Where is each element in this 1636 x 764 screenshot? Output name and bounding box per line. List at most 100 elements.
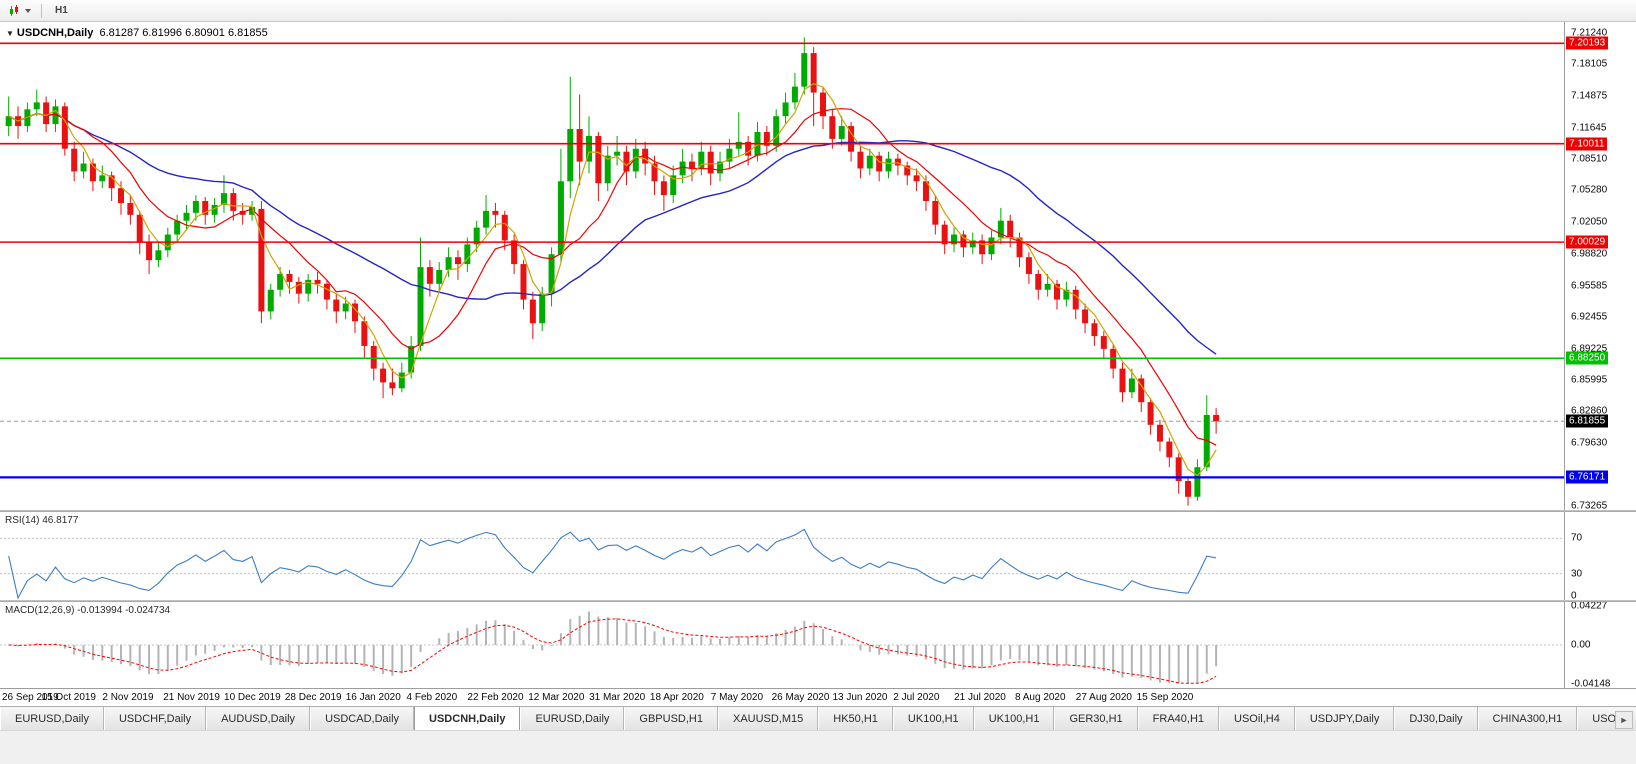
price-level-label: 7.10011 bbox=[1566, 137, 1608, 151]
rsi-indicator-panel[interactable] bbox=[0, 512, 1564, 600]
current-price-label: 6.81855 bbox=[1566, 414, 1609, 428]
ohlc-low: 6.80901 bbox=[185, 27, 225, 39]
time-axis-label: 15 Oct 2019 bbox=[41, 692, 96, 703]
main-chart-panel[interactable] bbox=[0, 22, 1564, 510]
time-axis-label: 27 Aug 2020 bbox=[1075, 692, 1132, 703]
time-axis-label: 7 May 2020 bbox=[710, 692, 764, 703]
chart-tab-usdcnh-daily[interactable]: USDCNH,Daily bbox=[414, 707, 521, 730]
price-tick: 6.89225 bbox=[1571, 343, 1608, 355]
price-tick: 6.73265 bbox=[1571, 500, 1608, 512]
chart-tab-xauusd-m15[interactable]: XAUUSD,M15 bbox=[717, 707, 819, 730]
chart-tab-usdjpy-daily[interactable]: USDJPY,Daily bbox=[1294, 707, 1395, 730]
timeframe-toolbar: M1M5M15M30H1H4D1W1MN bbox=[0, 0, 1636, 88]
time-axis-label: 31 Mar 2020 bbox=[589, 692, 646, 703]
tab-scroll-right-icon[interactable]: ► bbox=[1615, 711, 1633, 729]
price-tick: 7.02050 bbox=[1571, 216, 1608, 228]
price-tick: 7.05280 bbox=[1571, 184, 1608, 196]
price-tick: 6.92455 bbox=[1571, 311, 1608, 323]
time-axis-label: 18 Apr 2020 bbox=[649, 692, 704, 703]
rsi-scale-label: 0 bbox=[1571, 590, 1577, 602]
time-axis-label: 13 Jun 2020 bbox=[832, 692, 888, 703]
ohlc-high: 6.81996 bbox=[142, 27, 183, 39]
chart-tab-uk100-h1[interactable]: UK100,H1 bbox=[892, 707, 974, 730]
chart-tab-eurusd-daily[interactable]: EURUSD,Daily bbox=[520, 707, 625, 730]
time-axis-label: 21 Jul 2020 bbox=[954, 692, 1006, 703]
time-axis-label: 26 Sep 2019 bbox=[2, 692, 59, 703]
chart-tab-usdchf-daily[interactable]: USDCHF,Daily bbox=[103, 707, 207, 730]
chart-tab-uk100-h1[interactable]: UK100,H1 bbox=[973, 707, 1055, 730]
price-tick: 7.11645 bbox=[1571, 122, 1607, 134]
time-axis-label: 28 Dec 2019 bbox=[284, 692, 342, 703]
time-axis-label: 2 Jul 2020 bbox=[893, 692, 940, 703]
ma-mid-line bbox=[8, 108, 1217, 446]
chart-tabs: EURUSD,Daily USDCHF,Daily AUDUSD,Daily USDC… bbox=[0, 707, 1636, 730]
price-level-label: 6.88250 bbox=[1566, 351, 1609, 365]
time-axis-label: 8 Aug 2020 bbox=[1014, 692, 1066, 703]
price-tick: 6.79630 bbox=[1571, 437, 1608, 449]
chart-tab-eurusd-daily[interactable]: EURUSD,Daily bbox=[0, 707, 104, 730]
time-axis[interactable]: 26 Sep 2019 15 Oct 2019 2 Nov 2019 21 Nov 2… bbox=[0, 688, 1636, 706]
timeframe-button-h1[interactable]: H1 bbox=[55, 4, 68, 16]
price-level-label: 6.76171 bbox=[1566, 470, 1609, 484]
chart-tab-dj30-daily[interactable]: DJ30,Daily bbox=[1394, 707, 1478, 730]
time-axis-label: 21 Nov 2019 bbox=[163, 692, 220, 703]
ma-fast-line bbox=[8, 83, 1217, 477]
rsi-scale-label: 70 bbox=[1571, 532, 1583, 544]
chart-tab-usoil-h4[interactable]: USOil,H4 bbox=[1219, 707, 1295, 730]
price-tick: 6.98820 bbox=[1571, 248, 1608, 260]
macd-scale-label: -0.04148 bbox=[1571, 678, 1611, 690]
rsi-label: RSI(14) 46.8177 bbox=[5, 515, 79, 526]
collapse-panel-icon[interactable]: ▼ bbox=[6, 29, 14, 38]
price-tick: 7.08510 bbox=[1571, 153, 1608, 164]
time-axis-label: 15 Sep 2020 bbox=[1136, 692, 1194, 703]
ma-slow-line bbox=[8, 112, 1217, 355]
chart-symbol-label: USDCNH,Daily bbox=[16, 27, 94, 39]
price-level-label: 7.00029 bbox=[1566, 235, 1609, 249]
price-tick: 6.85995 bbox=[1571, 374, 1608, 386]
time-axis-label: 2 Nov 2019 bbox=[102, 692, 154, 703]
time-axis-label: 26 May 2020 bbox=[771, 692, 830, 703]
price-tick: 7.18105 bbox=[1571, 58, 1608, 70]
chart-region: ▼ USDCNH,Daily 6.81287 6.81996 6.80901 6.… bbox=[0, 22, 1636, 706]
chart-tab-gbpusd-h1[interactable]: GBPUSD,H1 bbox=[624, 707, 718, 730]
chart-tab-china300-h1[interactable]: CHINA300,H1 bbox=[1477, 707, 1578, 730]
ohlc-open: 6.81287 bbox=[99, 27, 140, 39]
macd-scale-label: 0.00 bbox=[1571, 639, 1591, 651]
toolbar-separator bbox=[41, 3, 42, 18]
price-level-label: 7.20193 bbox=[1566, 36, 1609, 50]
rsi-scale-label: 30 bbox=[1571, 568, 1583, 580]
time-axis-label: 10 Dec 2019 bbox=[224, 692, 281, 703]
chart-tab-fra40-h1[interactable]: FRA40,H1 bbox=[1137, 707, 1220, 730]
chart-tab-bar: EURUSD,Daily USDCHF,Daily AUDUSD,Daily USDC… bbox=[0, 706, 1636, 730]
candlestick-chart-icon bbox=[10, 4, 18, 16]
chart-tab-usdcad-daily[interactable]: USDCAD,Daily bbox=[310, 707, 415, 730]
macd-plot[interactable] bbox=[0, 602, 1564, 688]
price-scale[interactable]: 7.21240 7.18105 7.14875 7.11645 7.08510 7.052… bbox=[1564, 22, 1636, 690]
panel-divider[interactable] bbox=[0, 510, 1636, 512]
chart-tab-ger30-h1[interactable]: GER30,H1 bbox=[1054, 707, 1138, 730]
time-axis-label: 4 Feb 2020 bbox=[406, 692, 458, 703]
candles-layer bbox=[5, 37, 1220, 506]
rsi-plot[interactable] bbox=[0, 512, 1564, 600]
time-axis-label: 22 Feb 2020 bbox=[467, 692, 524, 703]
main-chart-plot[interactable] bbox=[0, 22, 1564, 510]
price-tick: 6.95585 bbox=[1571, 280, 1608, 292]
macd-indicator-panel[interactable] bbox=[0, 602, 1564, 688]
macd-signal-line bbox=[8, 618, 1217, 684]
chevron-down-icon bbox=[25, 8, 31, 13]
chart-tab-audusd-daily[interactable]: AUDUSD,Daily bbox=[206, 707, 311, 730]
time-axis-label: 16 Jan 2020 bbox=[345, 692, 401, 703]
ohlc-close: 6.81855 bbox=[227, 27, 268, 39]
chart-tab-hk50-h1[interactable]: HK50,H1 bbox=[818, 707, 893, 730]
chart-type-menu-button[interactable] bbox=[4, 3, 36, 19]
chart-title-bar: ▼ USDCNH,Daily 6.81287 6.81996 6.80901 6.… bbox=[6, 27, 268, 39]
panel-divider[interactable] bbox=[0, 600, 1636, 602]
price-tick: 7.14875 bbox=[1571, 90, 1608, 102]
macd-scale-label: 0.04227 bbox=[1571, 600, 1608, 612]
price-tick: 6.82860 bbox=[1571, 405, 1608, 417]
macd-label: MACD(12,26,9) -0.013994 -0.024734 bbox=[5, 605, 171, 616]
price-tick: 7.21240 bbox=[1571, 27, 1608, 39]
macd-histogram bbox=[17, 611, 1218, 684]
time-axis-label: 12 Mar 2020 bbox=[528, 692, 585, 703]
